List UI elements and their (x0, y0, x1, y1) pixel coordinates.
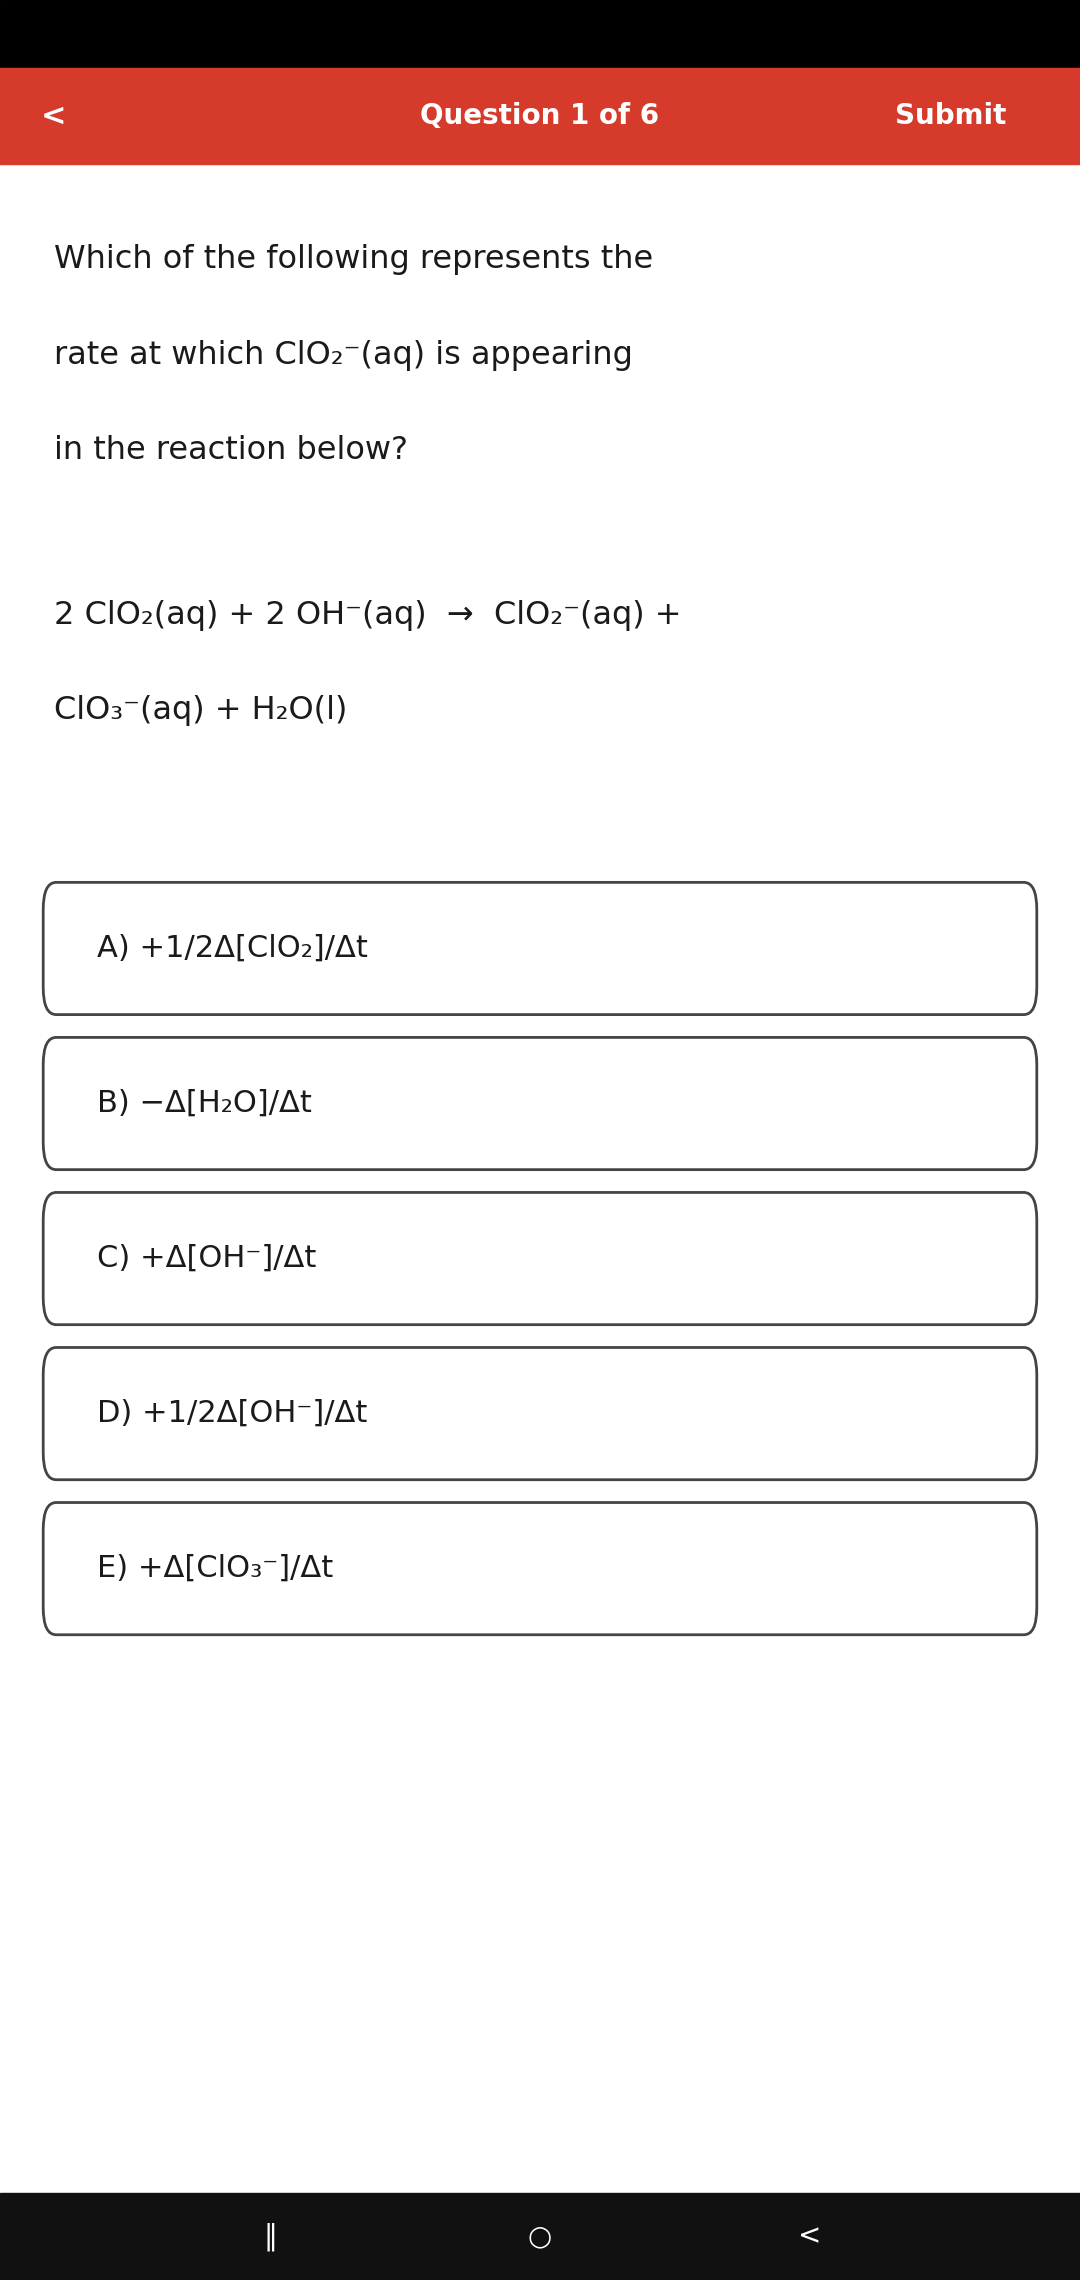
Bar (0, 0, 1080, 68)
FancyBboxPatch shape (43, 1503, 1037, 1635)
Text: in the reaction below?: in the reaction below? (54, 435, 408, 467)
Bar (0, 68, 1080, 164)
Text: A) +1/2Δ[ClO₂]/Δt: A) +1/2Δ[ClO₂]/Δt (97, 935, 368, 962)
Text: ‖: ‖ (264, 2223, 276, 2250)
FancyBboxPatch shape (43, 882, 1037, 1015)
Text: rate at which ClO₂⁻(aq) is appearing: rate at which ClO₂⁻(aq) is appearing (54, 340, 633, 372)
Text: <: < (41, 103, 67, 130)
Text: 2 ClO₂(aq) + 2 OH⁻(aq)  →  ClO₂⁻(aq) +: 2 ClO₂(aq) + 2 OH⁻(aq) → ClO₂⁻(aq) + (54, 600, 681, 632)
Text: Which of the following represents the: Which of the following represents the (54, 244, 653, 276)
Text: B) −Δ[H₂O]/Δt: B) −Δ[H₂O]/Δt (97, 1090, 312, 1117)
FancyBboxPatch shape (43, 1347, 1037, 1480)
Bar (0, 2193, 1080, 2280)
Text: E) +Δ[ClO₃⁻]/Δt: E) +Δ[ClO₃⁻]/Δt (97, 1555, 334, 1582)
Text: <: < (798, 2223, 822, 2250)
Text: ClO₃⁻(aq) + H₂O(l): ClO₃⁻(aq) + H₂O(l) (54, 695, 348, 727)
Text: Question 1 of 6: Question 1 of 6 (420, 103, 660, 130)
Text: C) +Δ[OH⁻]/Δt: C) +Δ[OH⁻]/Δt (97, 1245, 316, 1272)
Text: D) +1/2Δ[OH⁻]/Δt: D) +1/2Δ[OH⁻]/Δt (97, 1400, 367, 1427)
FancyBboxPatch shape (43, 1037, 1037, 1170)
Text: ○: ○ (528, 2223, 552, 2250)
Text: Submit: Submit (894, 103, 1007, 130)
FancyBboxPatch shape (43, 1192, 1037, 1325)
